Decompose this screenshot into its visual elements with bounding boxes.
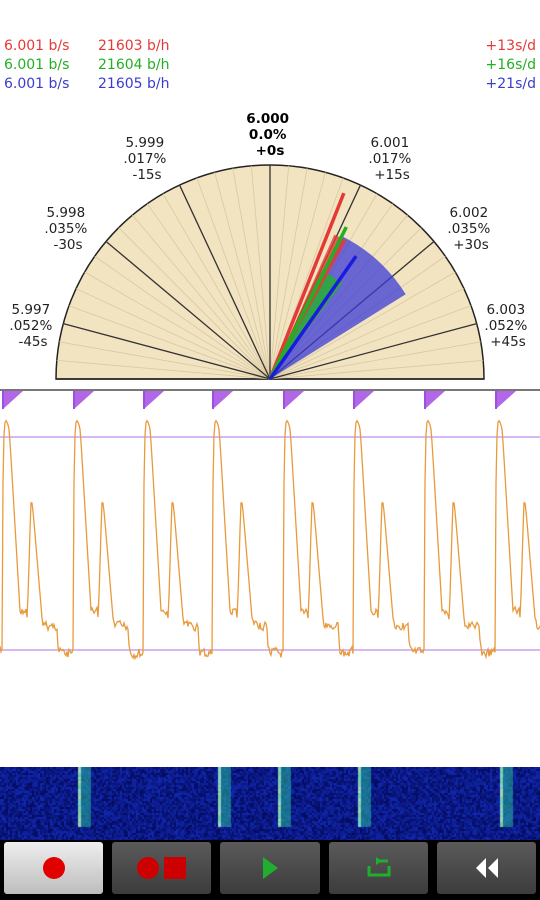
rewind-icon xyxy=(475,858,498,878)
rate-dial: 5.997 .052% -45s 5.998 .035% -30s 5.999 … xyxy=(9,111,531,381)
seconds-per-day: +13s/d xyxy=(485,38,536,54)
beats-per-second: 6.001 b/s xyxy=(4,57,70,73)
record-stop-button[interactable] xyxy=(112,842,211,894)
dial-minor-tick xyxy=(146,203,271,380)
dial-minor-tick xyxy=(59,341,271,380)
loop-icon xyxy=(367,857,390,877)
dial-minor-tick xyxy=(232,168,271,380)
dial-minor-tick xyxy=(132,214,271,380)
blue-spread-sector xyxy=(270,235,406,379)
waveform-trace xyxy=(0,391,540,661)
dial-minor-tick xyxy=(250,165,271,380)
play-icon xyxy=(263,857,278,879)
dial-major-tick xyxy=(105,240,271,380)
dial-minor-tick xyxy=(214,172,271,380)
dial-minor-tick xyxy=(269,341,481,380)
record-stop-icon xyxy=(136,857,186,879)
waveform-line xyxy=(0,419,540,661)
dial-label-plus-45: 6.003 .052% +45s xyxy=(484,302,531,350)
loop-button[interactable] xyxy=(329,842,428,894)
beat-marker xyxy=(496,391,516,409)
dial-minor-tick xyxy=(269,359,484,380)
dial-label-minus-15: 5.999 .017% -15s xyxy=(123,135,170,183)
dial-needle-1 xyxy=(268,226,348,380)
beat-marker xyxy=(3,391,23,409)
dial-needle-0 xyxy=(268,192,346,380)
beats-per-second: 6.001 b/s xyxy=(4,76,70,92)
dial-minor-tick xyxy=(56,359,271,380)
dial-minor-tick xyxy=(118,227,271,380)
dial-minor-tick xyxy=(84,271,271,380)
readout-row-red: 6.001 b/s 21603 b/h +13s/d xyxy=(4,37,536,55)
dial-minor-tick xyxy=(162,193,271,380)
play-button[interactable] xyxy=(220,842,320,894)
record-button[interactable] xyxy=(4,842,103,894)
beat-marker xyxy=(74,391,94,409)
beats-per-hour: 21605 b/h xyxy=(98,76,170,92)
beat-marker xyxy=(425,391,445,409)
dial-minor-tick xyxy=(68,305,271,380)
dial-minor-tick xyxy=(94,255,271,380)
beats-per-hour: 21604 b/h xyxy=(98,57,170,73)
seconds-per-day: +21s/d xyxy=(485,76,536,92)
beats-per-hour: 21603 b/h xyxy=(98,38,170,54)
dial-minor-tick xyxy=(196,177,271,380)
dial-label-plus-30: 6.002 .035% +30s xyxy=(447,205,494,253)
dial-major-tick xyxy=(63,322,271,380)
dial-minor-tick xyxy=(75,288,271,380)
panel-divider xyxy=(0,389,540,391)
record-icon xyxy=(42,857,65,879)
dial-minor-tick xyxy=(269,288,465,380)
dial-minor-tick xyxy=(269,172,326,380)
beat-marker xyxy=(144,391,164,409)
spectrogram xyxy=(0,767,540,840)
beat-marker xyxy=(354,391,374,409)
dial-major-tick xyxy=(269,322,477,380)
dial-minor-tick xyxy=(269,168,308,380)
beat-marker xyxy=(284,391,304,409)
rewind-button[interactable] xyxy=(437,842,536,894)
dial-minor-tick xyxy=(269,271,456,380)
dial-label-zero: 6.000 0.0% +0s xyxy=(246,111,293,159)
seconds-per-day: +16s/d xyxy=(485,57,536,73)
readout-row-blue: 6.001 b/s 21605 b/h +21s/d xyxy=(4,75,536,93)
readout-row-green: 6.001 b/s 21604 b/h +16s/d xyxy=(4,56,536,74)
dial-minor-tick xyxy=(269,305,472,380)
beat-marker xyxy=(213,391,233,409)
dial-label-minus-45: 5.997 .052% -45s xyxy=(9,302,56,350)
dial-label-plus-15: 6.001 .017% +15s xyxy=(368,135,415,183)
beats-per-second: 6.001 b/s xyxy=(4,38,70,54)
rate-readouts: 6.001 b/s 21603 b/h +13s/d 6.001 b/s 216… xyxy=(0,0,540,95)
transport-toolbar xyxy=(0,840,540,900)
dial-minor-tick xyxy=(269,165,290,380)
dial-label-minus-30: 5.998 .035% -30s xyxy=(44,205,91,253)
dial-needle-2 xyxy=(268,255,358,381)
dial-major-tick xyxy=(178,184,271,380)
